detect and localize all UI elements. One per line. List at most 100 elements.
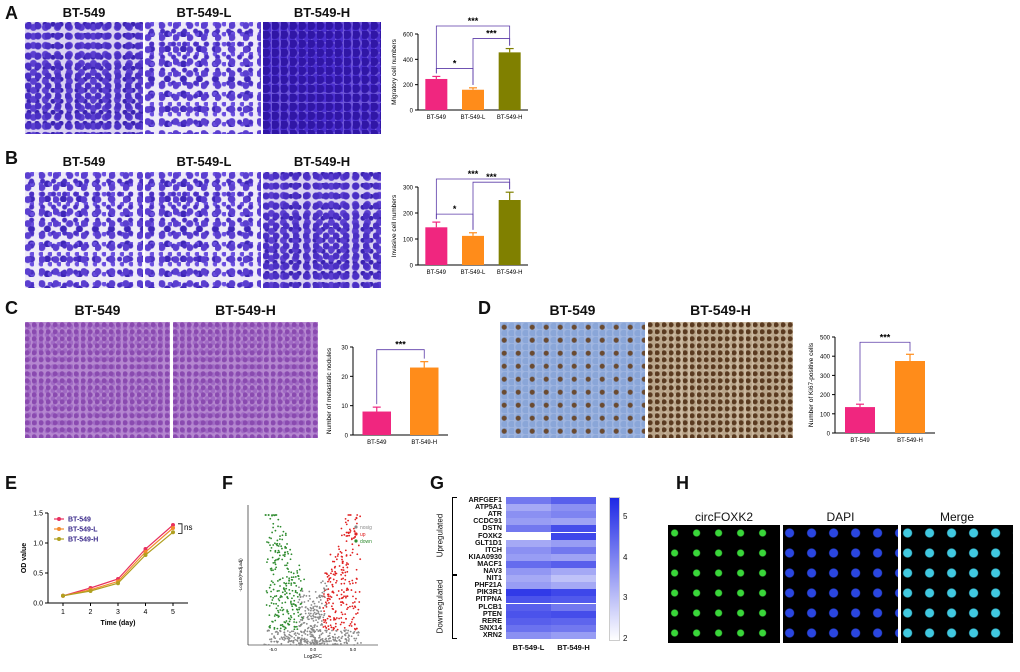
- data-point: [269, 624, 272, 627]
- data-point: [328, 578, 330, 581]
- data-point: [266, 541, 268, 543]
- data-point: [353, 530, 356, 533]
- data-point: [298, 578, 300, 580]
- data-point: [277, 545, 280, 547]
- heatmap-cell: [506, 546, 551, 554]
- data-point: [345, 564, 348, 566]
- data-point: [346, 587, 348, 590]
- data-point: [333, 560, 336, 563]
- data-point: [336, 555, 339, 557]
- data-point: [335, 558, 338, 561]
- data-point: [356, 522, 358, 525]
- data-point: [277, 525, 279, 528]
- data-point: [289, 631, 291, 634]
- data-point: [317, 610, 320, 613]
- data-point: [303, 578, 306, 581]
- data-point: [288, 623, 291, 626]
- data-point: [288, 620, 291, 623]
- data-point: [345, 535, 348, 537]
- data-point: [340, 589, 343, 591]
- data-point: [355, 613, 357, 615]
- y-tick-label: 200: [403, 212, 414, 218]
- data-point: [296, 636, 299, 639]
- data-point: [329, 624, 332, 627]
- heatmap-cell: [551, 631, 596, 639]
- bar-chart-metastatic-nodules: 0 10 20 30 BT-549 BT-549-H *** Number of metast…: [326, 340, 448, 446]
- data-point: [279, 609, 282, 611]
- invasion-image-bt549-l: [145, 172, 261, 288]
- data-point: [274, 613, 277, 616]
- legend-label: up: [360, 532, 366, 538]
- data-point: [289, 558, 292, 561]
- data-point: [331, 570, 334, 573]
- data-point: [333, 627, 335, 630]
- data-point: [327, 635, 330, 638]
- data-point: [351, 543, 354, 546]
- data-point: [340, 604, 343, 606]
- heatmap-row-label: NAV3: [483, 566, 502, 575]
- data-point: [271, 531, 274, 534]
- data-point: [293, 599, 296, 602]
- data-point: [285, 592, 288, 594]
- data-point: [281, 534, 284, 537]
- data-point: [293, 621, 295, 623]
- data-point: [348, 635, 351, 637]
- data-point: [275, 566, 278, 569]
- heatmap-group-bracket: [452, 497, 457, 576]
- data-point: [291, 597, 293, 600]
- data-point: [316, 625, 319, 628]
- data-point: [299, 606, 302, 609]
- data-point: [350, 621, 353, 623]
- data-point: [319, 615, 322, 618]
- data-point: [287, 617, 290, 620]
- heatmap-cell: [551, 596, 596, 604]
- data-point: [297, 611, 299, 614]
- data-point: [270, 569, 273, 572]
- data-point: [341, 571, 344, 574]
- data-point: [276, 627, 279, 630]
- data-point: [288, 577, 291, 580]
- data-point: [289, 634, 292, 637]
- heatmap: ARFGEF1 ATP5A1 ATR CCDC91 DSTN FOXK2 GLT1D1 ITC…: [432, 493, 662, 668]
- heatmap-cell: [551, 553, 596, 561]
- data-point: [315, 639, 317, 642]
- data-point: [352, 602, 354, 604]
- data-point: [330, 596, 333, 599]
- data-point: [143, 553, 148, 557]
- data-point: [305, 595, 308, 597]
- data-point: [281, 602, 284, 604]
- heatmap-row-label: ATR: [487, 509, 502, 519]
- heatmap-cell: [551, 546, 596, 554]
- data-point: [326, 597, 329, 600]
- data-point: [358, 591, 361, 593]
- data-point: [307, 599, 310, 602]
- data-point: [304, 640, 306, 643]
- data-point: [312, 609, 315, 612]
- heatmap-cell: [506, 511, 551, 519]
- data-point: [273, 640, 276, 643]
- data-point: [316, 643, 319, 646]
- image-title: Merge: [939, 510, 974, 524]
- data-point: [336, 637, 339, 639]
- y-tick-label: 400: [820, 355, 831, 361]
- data-point: [290, 616, 293, 619]
- x-tick-label: BT-549: [427, 115, 447, 121]
- data-point: [309, 633, 312, 635]
- data-point: [304, 643, 307, 646]
- data-point: [303, 601, 306, 603]
- data-point: [300, 601, 303, 604]
- data-point: [270, 580, 273, 583]
- data-point: [326, 593, 329, 596]
- data-point: [357, 634, 360, 637]
- data-point: [308, 614, 311, 617]
- data-point: [312, 615, 315, 618]
- data-point: [290, 603, 293, 606]
- data-point: [334, 570, 336, 573]
- data-point: [293, 633, 296, 635]
- data-point: [291, 589, 294, 592]
- data-point: [284, 551, 287, 554]
- data-point: [281, 577, 284, 580]
- data-point: [321, 580, 324, 583]
- data-point: [321, 642, 324, 644]
- data-point: [345, 562, 348, 564]
